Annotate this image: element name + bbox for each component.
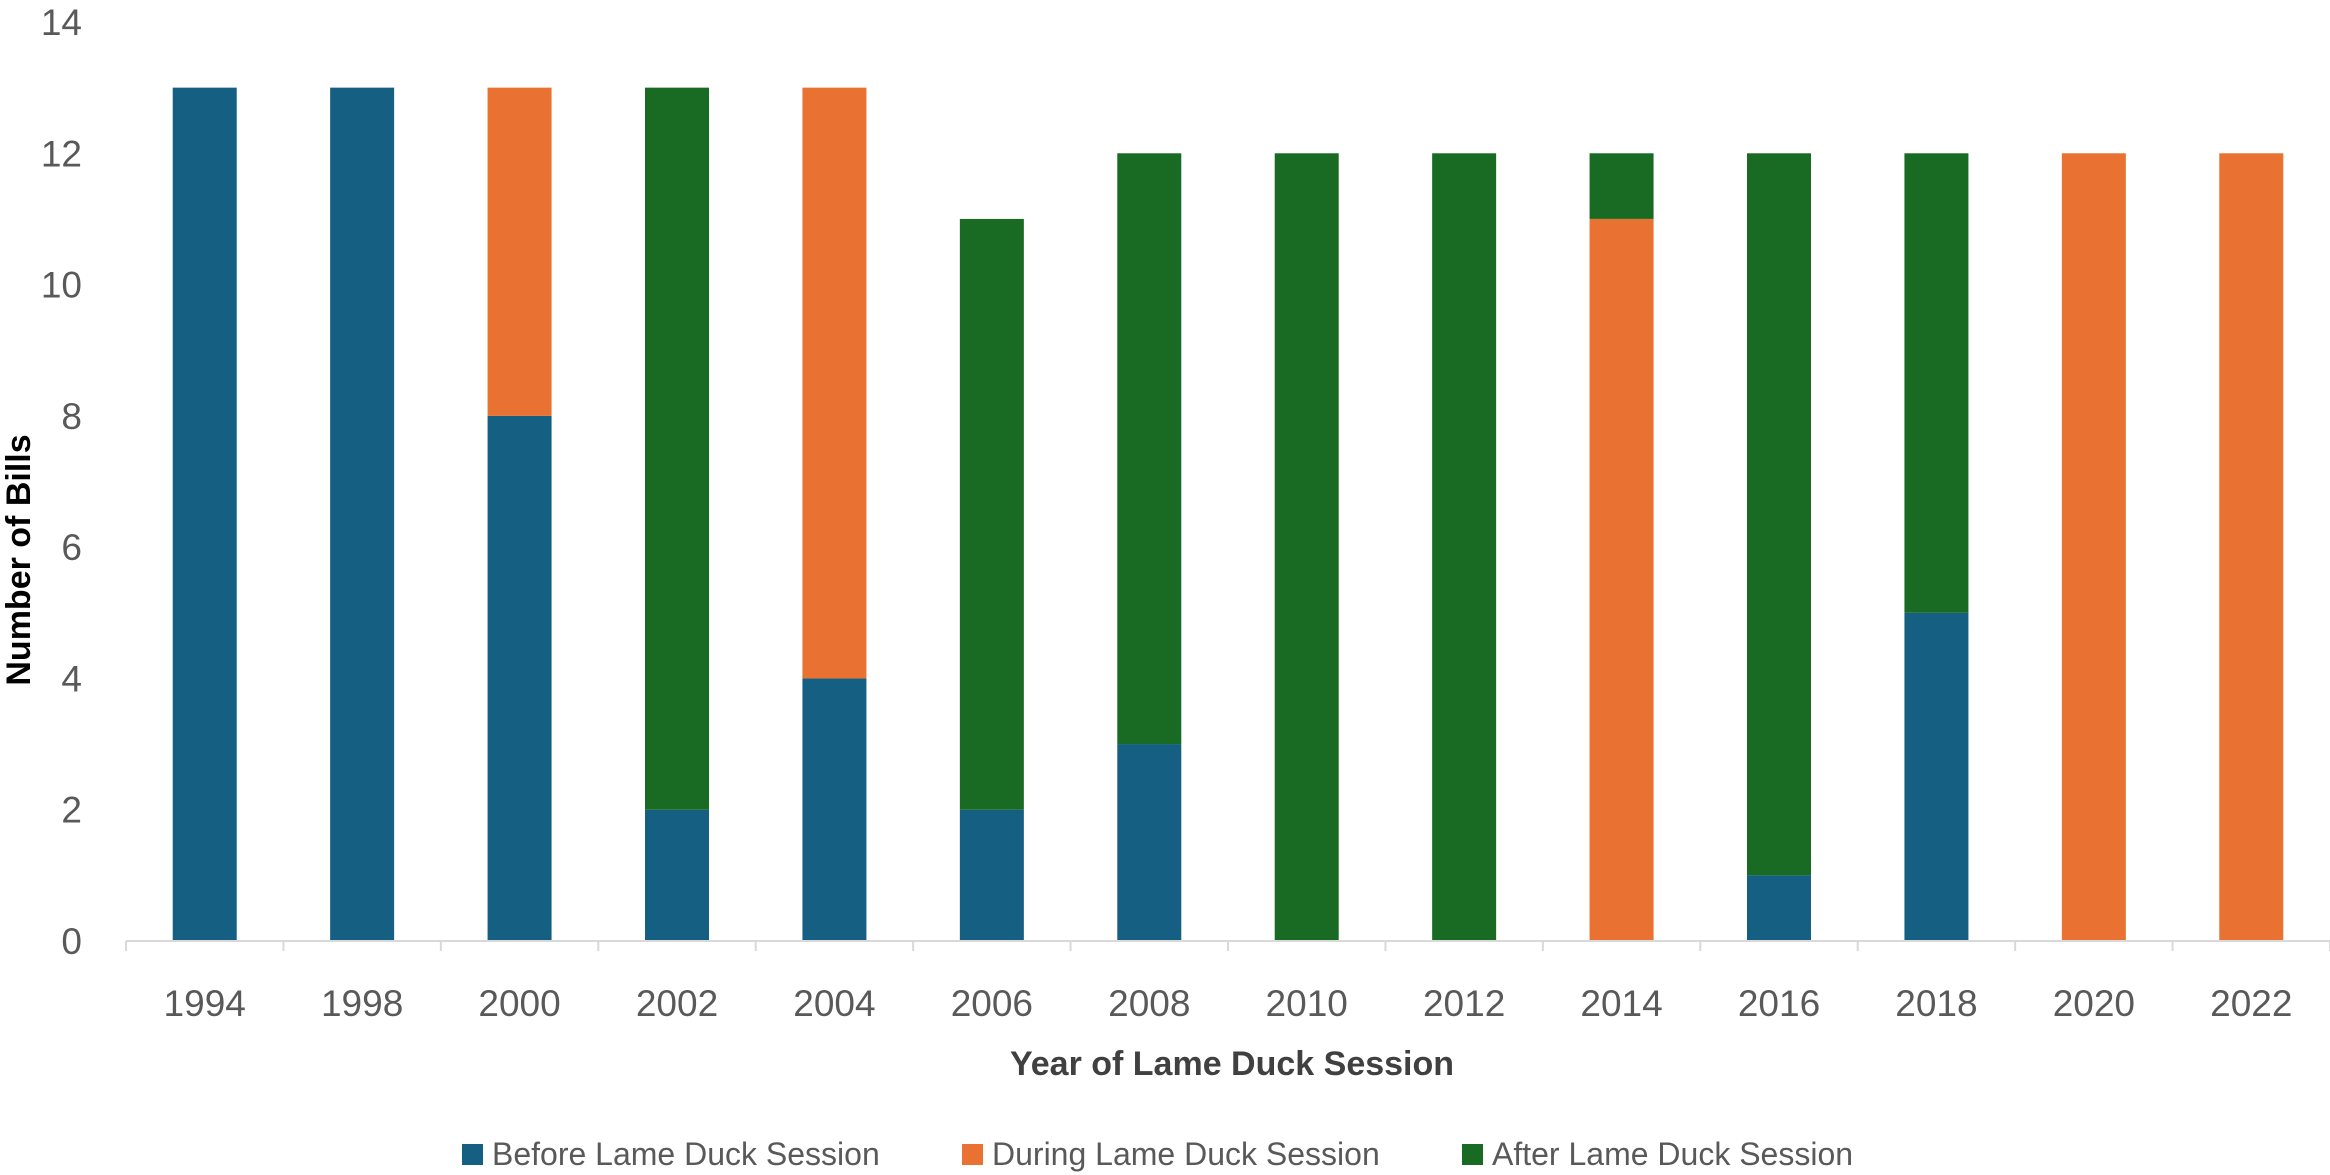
bar-segment-2016-after — [1747, 153, 1811, 876]
bar-segment-2004-during — [802, 87, 867, 679]
y-tick-label: 6 — [61, 527, 82, 568]
x-tick-label: 2022 — [2210, 983, 2292, 1024]
bar-segment-1994-before — [172, 87, 237, 941]
x-axis-title: Year of Lame Duck Session — [1010, 1045, 1454, 1083]
x-axis-ticks: 1994 1998 2000 2002 2004 2006 2008 2010 2012 2014… — [125, 941, 2330, 1024]
bar-segment-2004-before — [802, 678, 867, 941]
y-tick-label: 10 — [41, 265, 82, 306]
bar-segment-2014-after — [1589, 153, 1654, 219]
x-tick-label: 2020 — [2053, 983, 2135, 1024]
legend-label: After Lame Duck Session — [1492, 1136, 1853, 1172]
y-axis-title: Number of Bills — [0, 434, 38, 685]
bar-segment-2020-during — [2061, 153, 2126, 942]
bar-segment-1998-before — [330, 87, 395, 941]
x-tick-label: 1994 — [164, 983, 246, 1024]
legend-swatch — [962, 1144, 983, 1165]
bar-segment-2014-during — [1589, 218, 1654, 941]
bar-segment-2002-before — [645, 809, 709, 941]
y-tick-label: 0 — [61, 921, 82, 962]
x-tick-label: 2014 — [1580, 983, 1662, 1024]
bar-segment-2006-after — [959, 218, 1024, 810]
bar-segment-2018-after — [1904, 153, 1969, 613]
x-tick-label: 2006 — [951, 983, 1033, 1024]
y-tick-label: 2 — [61, 790, 82, 831]
bar-segment-2010-after — [1274, 153, 1339, 942]
x-tick-label: 2016 — [1738, 983, 1820, 1024]
legend-swatch — [462, 1144, 483, 1165]
bar-segment-2000-during — [487, 87, 552, 416]
y-tick-label: 8 — [61, 396, 82, 437]
legend-swatch — [1462, 1144, 1483, 1165]
bar-segment-2008-before — [1117, 744, 1182, 941]
bar-segment-2012-after — [1432, 153, 1497, 942]
x-tick-label: 2018 — [1895, 983, 1977, 1024]
x-tick-label: 2010 — [1266, 983, 1348, 1024]
x-tick-label: 2000 — [478, 983, 560, 1024]
legend: Before Lame Duck Session During Lame Duck… — [462, 1136, 1853, 1172]
x-tick-label: 1998 — [321, 983, 403, 1024]
y-tick-label: 12 — [41, 133, 82, 174]
x-tick-label: 2004 — [793, 983, 875, 1024]
bar-segment-2008-after — [1117, 153, 1182, 745]
y-tick-label: 14 — [41, 2, 82, 43]
bar-segment-2006-before — [959, 809, 1024, 941]
y-tick-label: 4 — [61, 658, 82, 699]
x-tick-label: 2002 — [636, 983, 718, 1024]
bar-segment-2016-before — [1747, 875, 1811, 941]
bar-segment-2018-before — [1904, 612, 1969, 941]
bars — [172, 87, 2284, 942]
x-tick-label: 2012 — [1423, 983, 1505, 1024]
bar-segment-2002-after — [645, 87, 709, 810]
legend-label: During Lame Duck Session — [992, 1136, 1380, 1172]
legend-label: Before Lame Duck Session — [492, 1136, 880, 1172]
x-tick-label: 2008 — [1108, 983, 1190, 1024]
y-axis-ticks: 0 2 4 6 8 10 12 14 — [41, 2, 82, 962]
bar-segment-2022-during — [2219, 153, 2284, 942]
bar-segment-2000-before — [487, 415, 552, 941]
